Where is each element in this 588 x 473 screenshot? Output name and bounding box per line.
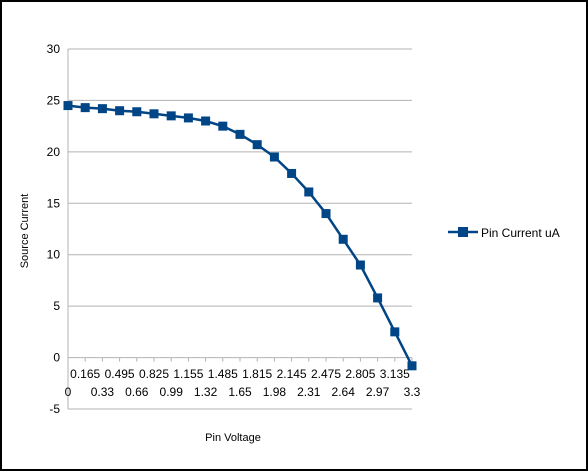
legend-entry-pin-current: Pin Current uA (481, 226, 560, 240)
data-point (287, 168, 297, 178)
data-point (115, 106, 125, 116)
x-tick-label: 2.64 (332, 385, 356, 399)
y-tick-labels: 30 25 20 15 10 5 0 -5 (47, 42, 61, 416)
x-tick-label: 0.495 (105, 367, 135, 381)
data-point (132, 107, 142, 117)
grid (68, 48, 412, 410)
series-line (67, 104, 414, 367)
y-tick-label: 10 (47, 248, 61, 262)
data-point (252, 140, 262, 150)
data-point (355, 260, 365, 270)
x-tick-label: 1.815 (242, 367, 272, 381)
x-tick-label: 1.32 (194, 385, 218, 399)
y-tick-label: 25 (47, 93, 61, 107)
data-point (321, 209, 331, 219)
data-point (166, 111, 176, 121)
data-point (183, 113, 193, 123)
y-tick-label: -5 (49, 402, 60, 416)
data-point (97, 104, 107, 114)
data-point (338, 234, 348, 244)
x-tick-label: 1.98 (263, 385, 287, 399)
x-tick-label: 0 (65, 385, 72, 399)
series (63, 101, 417, 371)
x-tick-label: 1.485 (208, 367, 238, 381)
data-point (269, 152, 279, 162)
x-tick-label: 0.66 (125, 385, 149, 399)
y-axis-title: Source Current (19, 194, 31, 269)
legend-marker (458, 227, 468, 237)
x-tick-label: 2.97 (366, 385, 390, 399)
x-tick-label: 2.145 (277, 367, 307, 381)
legend: Pin Current uA (448, 226, 560, 240)
x-tick-label: 3.135 (380, 367, 410, 381)
x-axis-title: Pin Voltage (205, 432, 261, 444)
data-point (373, 293, 383, 303)
x-tick-label: 2.31 (297, 385, 321, 399)
data-point (407, 361, 417, 371)
x-tick-label: 0.165 (70, 367, 100, 381)
y-tick-label: 5 (53, 299, 60, 313)
data-point (304, 187, 314, 197)
x-tick-label: 1.65 (228, 385, 252, 399)
data-point (149, 109, 159, 119)
x-tick-labels: 0.165 0.495 0.825 1.155 1.485 1.815 2.145 2.475… (65, 367, 421, 399)
x-tick-label: 0.99 (160, 385, 184, 399)
data-point (80, 103, 90, 113)
data-point (235, 129, 245, 139)
x-tick-label: 1.155 (173, 367, 203, 381)
y-tick-label: 30 (47, 42, 61, 56)
x-tick-label: 0.33 (91, 385, 115, 399)
y-tick-label: 20 (47, 145, 61, 159)
x-tick-label: 0.825 (139, 367, 169, 381)
data-point (218, 121, 228, 131)
data-point (390, 327, 400, 337)
y-tick-label: 0 (53, 351, 60, 365)
data-point (63, 101, 73, 111)
x-tick-label: 2.805 (345, 367, 375, 381)
axes (67, 49, 413, 409)
x-tick-label: 2.475 (311, 367, 341, 381)
data-point (201, 116, 211, 126)
x-tick-label: 3.3 (404, 385, 421, 399)
y-tick-label: 15 (47, 196, 61, 210)
